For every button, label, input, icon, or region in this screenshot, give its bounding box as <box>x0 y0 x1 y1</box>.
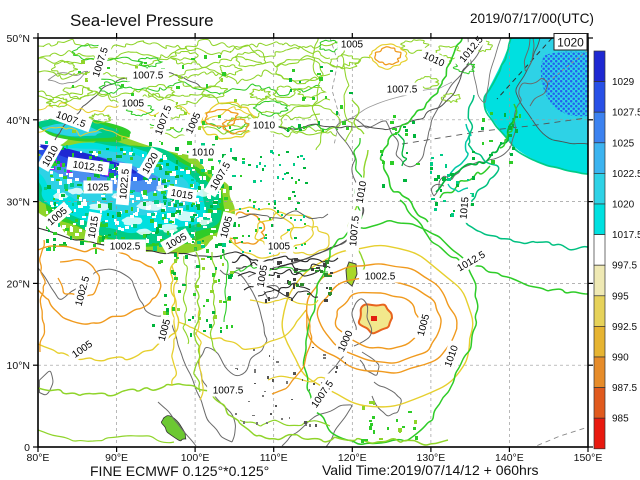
svg-text:1010: 1010 <box>253 121 276 132</box>
svg-text:1012.5: 1012.5 <box>456 249 488 274</box>
svg-text:1029: 1029 <box>612 77 635 88</box>
svg-text:40°N: 40°N <box>7 115 30 127</box>
svg-text:Sea-level Pressure: Sea-level Pressure <box>70 11 214 30</box>
svg-text:30°N: 30°N <box>7 197 30 209</box>
svg-text:130°E: 130°E <box>417 452 446 464</box>
svg-text:150°E: 150°E <box>574 452 603 464</box>
svg-text:1002.5: 1002.5 <box>74 275 93 308</box>
svg-text:100°E: 100°E <box>181 452 210 464</box>
svg-text:987.5: 987.5 <box>612 383 637 394</box>
svg-text:2019/07/17/00(UTC): 2019/07/17/00(UTC) <box>470 11 594 26</box>
svg-text:1017.5: 1017.5 <box>612 230 640 241</box>
svg-text:1007.5: 1007.5 <box>213 386 244 397</box>
svg-text:1015: 1015 <box>170 188 194 203</box>
svg-text:990: 990 <box>612 353 629 364</box>
svg-text:80°E: 80°E <box>27 452 50 464</box>
svg-text:1015: 1015 <box>87 215 102 239</box>
svg-text:1005: 1005 <box>122 99 145 110</box>
svg-text:10°N: 10°N <box>7 360 30 372</box>
svg-text:997.5: 997.5 <box>612 261 637 272</box>
svg-text:FINE ECMWF 0.125°*0.125°: FINE ECMWF 0.125°*0.125° <box>90 463 269 479</box>
svg-text:1025: 1025 <box>87 183 110 194</box>
svg-text:1012.5: 1012.5 <box>72 159 104 174</box>
svg-text:985: 985 <box>612 414 629 425</box>
svg-text:1020: 1020 <box>612 200 635 211</box>
svg-text:Valid Time:2019/07/14/12 + 060: Valid Time:2019/07/14/12 + 060hrs <box>322 462 539 478</box>
svg-text:110°E: 110°E <box>260 452 288 464</box>
svg-text:20°N: 20°N <box>7 278 30 290</box>
svg-text:1005: 1005 <box>256 264 271 288</box>
svg-text:1015: 1015 <box>459 196 472 220</box>
svg-text:1005: 1005 <box>184 111 204 136</box>
svg-text:1000: 1000 <box>336 329 356 354</box>
svg-text:1005: 1005 <box>341 40 364 51</box>
svg-text:1020: 1020 <box>557 36 584 50</box>
svg-text:992.5: 992.5 <box>612 322 637 333</box>
svg-text:0: 0 <box>24 442 30 454</box>
svg-text:1010: 1010 <box>355 180 370 204</box>
svg-text:1027.5: 1027.5 <box>612 108 640 119</box>
svg-text:140°E: 140°E <box>495 452 524 464</box>
svg-text:1025: 1025 <box>612 138 635 149</box>
svg-text:1022.5: 1022.5 <box>118 168 132 200</box>
svg-text:1005: 1005 <box>268 242 291 253</box>
svg-text:1007.5: 1007.5 <box>387 85 418 96</box>
svg-text:1010: 1010 <box>192 148 215 159</box>
svg-text:90°E: 90°E <box>105 452 128 464</box>
svg-text:995: 995 <box>612 291 629 302</box>
svg-text:50°N: 50°N <box>7 33 30 45</box>
svg-text:120°E: 120°E <box>338 452 367 464</box>
svg-text:1002.5: 1002.5 <box>365 272 396 283</box>
svg-text:1010: 1010 <box>421 50 446 70</box>
svg-text:1007.5: 1007.5 <box>133 71 164 82</box>
svg-text:1007.5: 1007.5 <box>348 215 362 247</box>
svg-text:1002.5: 1002.5 <box>110 242 141 253</box>
svg-text:1022.5: 1022.5 <box>612 169 640 180</box>
svg-text:1005: 1005 <box>157 318 173 343</box>
